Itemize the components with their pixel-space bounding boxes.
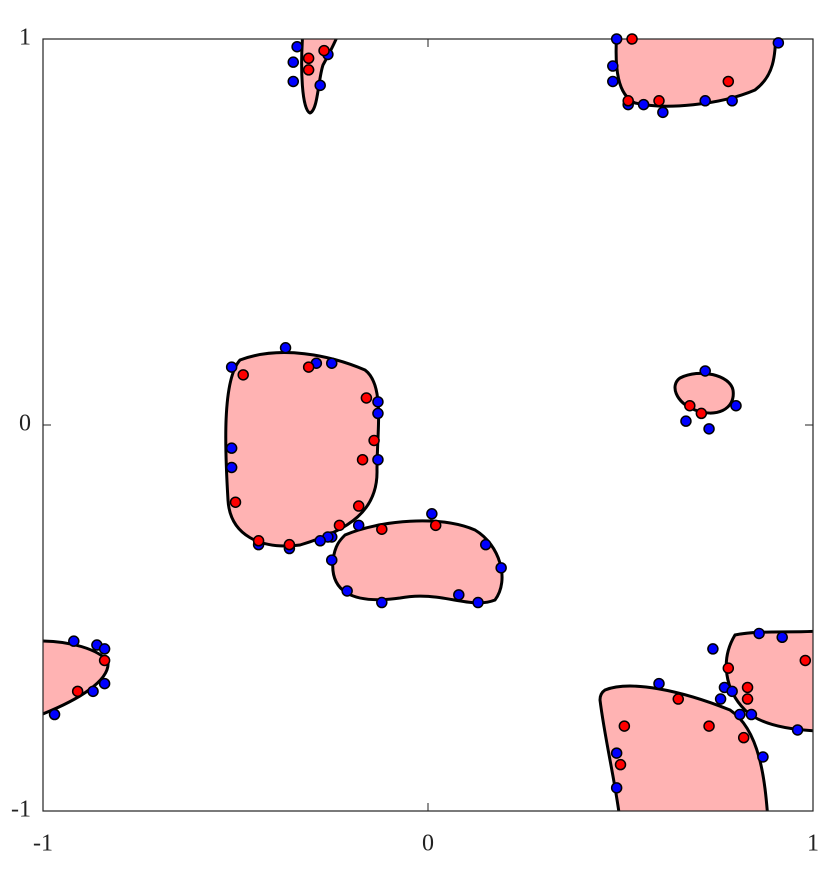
point: [480, 538, 492, 551]
regions: [43, 39, 813, 811]
point: [426, 508, 438, 520]
point: [637, 98, 650, 111]
point: [302, 64, 315, 76]
point: [376, 596, 388, 609]
point: [772, 37, 785, 49]
point: [707, 643, 719, 655]
point: [734, 708, 746, 721]
axes-box: [42, 38, 814, 812]
region: [43, 639, 110, 716]
point: [302, 361, 315, 373]
point: [368, 434, 380, 447]
point: [356, 453, 369, 466]
point: [722, 75, 735, 88]
point: [699, 365, 711, 377]
point: [799, 654, 812, 667]
region: [331, 519, 504, 605]
point: [453, 589, 465, 601]
point: [722, 662, 735, 674]
point: [302, 52, 315, 65]
point: [225, 361, 238, 373]
point: [653, 95, 665, 107]
point: [352, 500, 365, 512]
point: [726, 685, 738, 698]
region: [673, 371, 735, 415]
point: [372, 453, 384, 466]
point: [730, 399, 742, 412]
point: [48, 708, 61, 721]
point: [757, 751, 769, 763]
point: [741, 681, 754, 694]
point: [71, 685, 84, 698]
x-tick-label: -1: [33, 831, 53, 857]
point: [610, 747, 623, 759]
point: [252, 535, 265, 547]
point: [680, 415, 692, 427]
point: [287, 75, 299, 88]
point: [283, 538, 296, 551]
point: [372, 396, 384, 408]
y-tick-label: -1: [11, 797, 31, 823]
point: [225, 461, 238, 474]
point: [376, 523, 388, 535]
x-tick-label: 0: [422, 831, 434, 857]
point: [360, 392, 373, 404]
point: [98, 677, 111, 690]
point: [653, 677, 665, 690]
point: [68, 635, 80, 647]
point: [622, 95, 634, 107]
point: [695, 407, 708, 420]
point: [791, 724, 804, 736]
point: [699, 95, 711, 107]
point: [98, 654, 111, 667]
point: [87, 685, 99, 698]
point: [237, 369, 249, 381]
region: [224, 351, 381, 548]
region: [724, 629, 813, 733]
point: [98, 643, 111, 655]
region: [598, 684, 769, 811]
point: [314, 535, 326, 547]
point: [472, 596, 484, 609]
point: [703, 423, 715, 435]
point: [326, 357, 338, 369]
region: [614, 39, 778, 108]
point: [429, 519, 442, 532]
point: [341, 585, 353, 597]
point: [607, 60, 619, 72]
point: [607, 75, 619, 88]
point: [372, 407, 384, 420]
y-tick-label: 0: [19, 411, 31, 437]
point: [741, 693, 754, 705]
point: [610, 33, 623, 45]
point: [626, 33, 638, 45]
point: [753, 627, 765, 640]
point: [614, 758, 627, 771]
point: [495, 562, 507, 574]
point: [326, 554, 338, 566]
point: [225, 442, 238, 454]
point: [714, 693, 727, 705]
point: [672, 693, 684, 705]
point: [279, 342, 292, 354]
x-tick-label: 1: [807, 831, 819, 857]
point: [618, 720, 631, 732]
point: [291, 40, 303, 53]
point: [776, 631, 788, 644]
point: [610, 782, 623, 794]
y-tick-label: 1: [19, 25, 31, 51]
point: [229, 496, 242, 508]
point: [287, 56, 299, 68]
point: [737, 731, 750, 744]
point: [352, 519, 365, 532]
point: [726, 95, 738, 107]
point: [684, 399, 696, 412]
point: [318, 44, 330, 57]
point: [745, 708, 758, 721]
point: [657, 106, 669, 119]
point: [703, 720, 715, 732]
point: [314, 79, 326, 92]
point: [333, 519, 346, 532]
